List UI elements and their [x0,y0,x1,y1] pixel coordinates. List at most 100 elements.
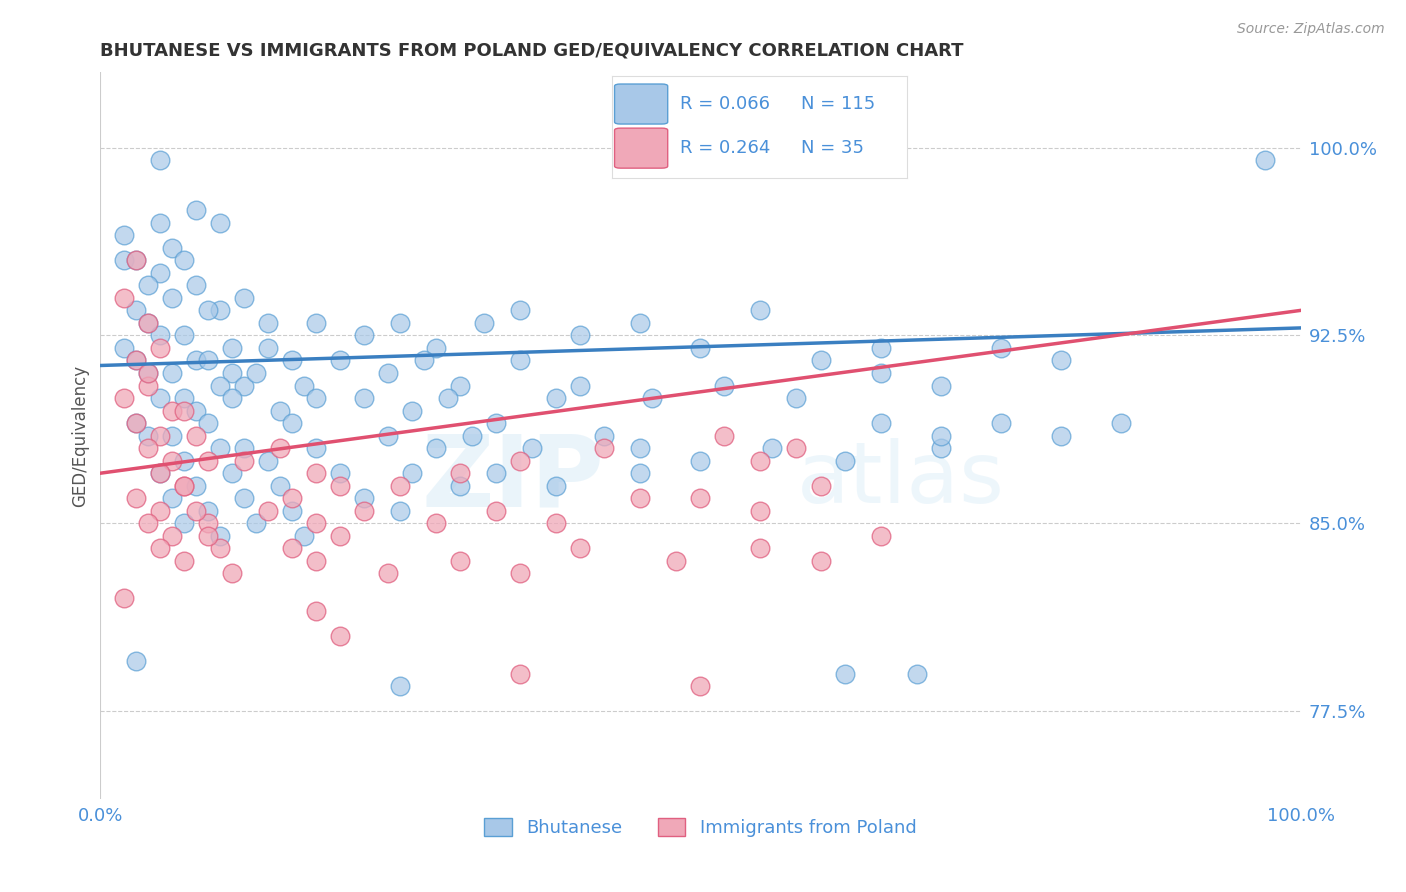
Point [125,491,148,506]
Point [125,253,148,268]
Point [749,303,772,318]
Point [149,466,172,480]
Point [353,391,375,405]
Point [749,453,772,467]
Point [401,403,423,417]
Point [209,216,232,230]
Point [125,654,148,668]
Point [425,341,447,355]
Point [125,353,148,368]
Point [173,453,195,467]
Point [630,491,652,506]
Point [929,441,952,455]
Text: BHUTANESE VS IMMIGRANTS FROM POLAND GED/EQUIVALENCY CORRELATION CHART: BHUTANESE VS IMMIGRANTS FROM POLAND GED/… [100,42,965,60]
Point [173,403,195,417]
Point [197,416,219,430]
Point [689,491,711,506]
Point [245,366,267,380]
Point [257,453,280,467]
Point [138,366,160,380]
Point [197,453,219,467]
Point [138,441,160,455]
Point [186,403,208,417]
Point [905,666,928,681]
Point [138,278,160,293]
Point [173,516,195,531]
Point [329,466,352,480]
Point [233,291,256,305]
Point [138,316,160,330]
Point [353,504,375,518]
Point [353,328,375,343]
Point [509,303,531,318]
Point [186,353,208,368]
Point [197,516,219,531]
Point [389,479,412,493]
Point [162,291,184,305]
Point [162,366,184,380]
Point [281,491,304,506]
Point [186,278,208,293]
Point [1253,153,1275,167]
Point [138,428,160,442]
Point [173,554,195,568]
Point [138,316,160,330]
Point [810,554,832,568]
Point [305,554,328,568]
Point [209,378,232,392]
Point [509,353,531,368]
Point [869,366,891,380]
Point [197,529,219,543]
Point [281,541,304,556]
Point [162,491,184,506]
Point [269,479,291,493]
Point [186,428,208,442]
Point [209,541,232,556]
Point [929,428,952,442]
Point [138,366,160,380]
Point [449,479,471,493]
Point [125,253,148,268]
Point [689,453,711,467]
Point [377,566,399,581]
Point [245,516,267,531]
Text: N = 115: N = 115 [800,95,875,112]
Point [149,504,172,518]
Point [474,316,496,330]
Point [449,554,471,568]
Point [125,416,148,430]
Point [665,554,688,568]
Point [449,378,471,392]
Point [149,216,172,230]
Point [869,416,891,430]
Point [834,453,856,467]
Point [209,303,232,318]
Text: R = 0.264: R = 0.264 [679,138,770,157]
Point [305,316,328,330]
Text: N = 35: N = 35 [800,138,863,157]
Point [329,479,352,493]
Y-axis label: GED/Equivalency: GED/Equivalency [72,365,89,507]
Point [449,466,471,480]
Point [138,378,160,392]
Text: atlas: atlas [797,438,1004,521]
Point [749,541,772,556]
Point [281,416,304,430]
Point [630,466,652,480]
Point [546,391,568,405]
Point [786,391,808,405]
Point [112,253,135,268]
Legend: Bhutanese, Immigrants from Poland: Bhutanese, Immigrants from Poland [477,811,924,845]
Point [389,679,412,693]
Point [593,428,616,442]
Point [149,391,172,405]
Point [569,378,592,392]
Point [437,391,460,405]
Point [138,516,160,531]
Point [569,541,592,556]
Point [112,391,135,405]
Point [305,604,328,618]
Point [257,504,280,518]
Point [112,228,135,243]
Point [329,529,352,543]
